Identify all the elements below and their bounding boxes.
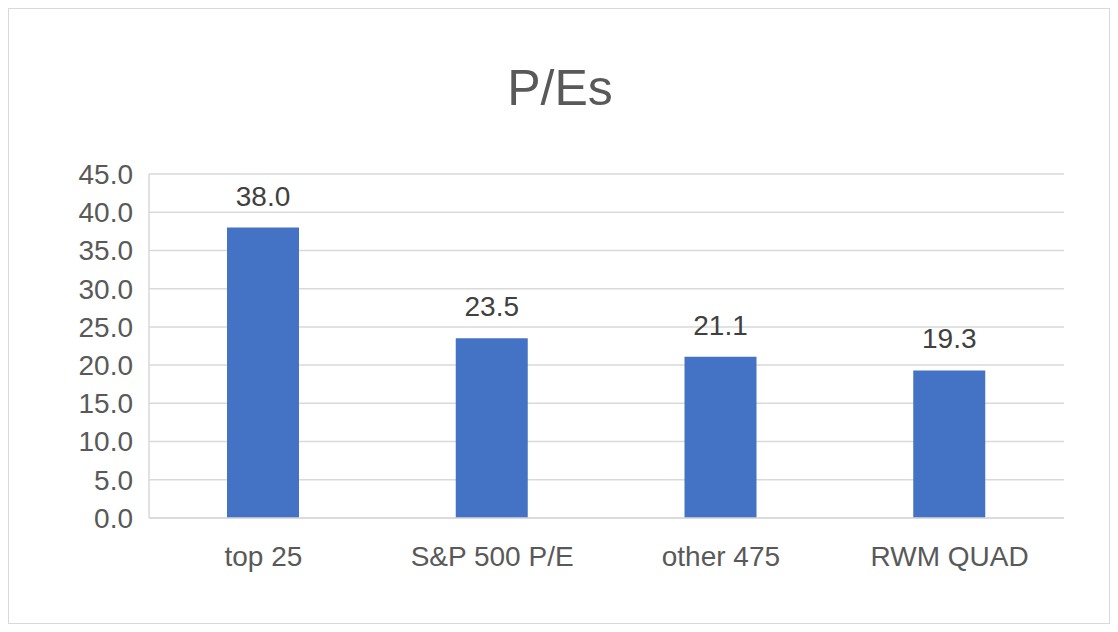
svg-text:30.0: 30.0: [79, 274, 134, 305]
svg-text:45.0: 45.0: [79, 159, 134, 190]
html-text:P/Es: P/Es: [507, 60, 613, 116]
svg-text:19.3: 19.3: [922, 323, 977, 354]
svg-text:5.0: 5.0: [94, 465, 133, 496]
svg-text:10.0: 10.0: [79, 426, 134, 457]
svg-text:25.0: 25.0: [79, 312, 134, 343]
svg-text:RWM QUAD: RWM QUAD: [871, 541, 1029, 572]
svg-text:38.0: 38.0: [236, 181, 291, 212]
svg-text:other 475: other 475: [662, 541, 780, 572]
svg-text:21.1: 21.1: [693, 310, 748, 341]
svg-text:20.0: 20.0: [79, 350, 134, 381]
svg-text:top 25: top 25: [224, 541, 302, 572]
svg-text:15.0: 15.0: [79, 388, 134, 419]
svg-text:40.0: 40.0: [79, 197, 134, 228]
svg-text:S&P 500 P/E: S&P 500 P/E: [411, 541, 574, 572]
svg-text:23.5: 23.5: [465, 291, 520, 322]
svg-text:35.0: 35.0: [79, 235, 134, 266]
svg-text:0.0: 0.0: [94, 503, 133, 534]
